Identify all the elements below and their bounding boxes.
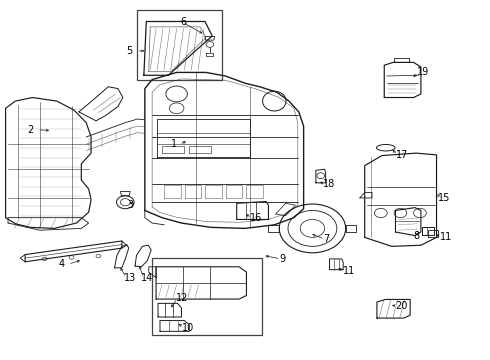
Text: 19: 19 [417, 67, 429, 77]
Text: 15: 15 [438, 193, 450, 203]
Text: 14: 14 [142, 273, 154, 283]
Text: 5: 5 [126, 46, 133, 56]
Text: 6: 6 [180, 17, 187, 27]
Text: 11: 11 [343, 266, 355, 276]
Text: 3: 3 [127, 200, 134, 210]
Text: 11: 11 [440, 232, 452, 242]
Bar [152, 258, 262, 335]
Text: 20: 20 [395, 301, 408, 311]
Text: 16: 16 [250, 213, 262, 222]
Text: 4: 4 [58, 259, 64, 269]
Text: 8: 8 [414, 231, 420, 240]
Text: 12: 12 [175, 293, 188, 303]
Text: 10: 10 [181, 323, 194, 333]
Text: 18: 18 [323, 179, 336, 189]
Text: 13: 13 [124, 273, 137, 283]
Bar [137, 10, 222, 80]
Text: 2: 2 [27, 125, 34, 135]
Text: 1: 1 [171, 139, 176, 149]
Text: 7: 7 [323, 234, 329, 244]
Text: 17: 17 [395, 150, 408, 160]
Text: 9: 9 [279, 254, 285, 264]
